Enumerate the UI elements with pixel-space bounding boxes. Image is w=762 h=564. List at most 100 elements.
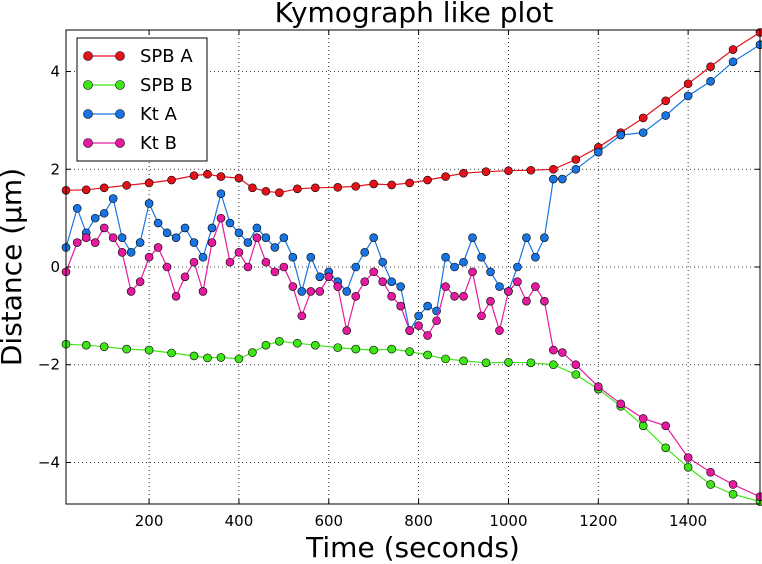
x-tick-label: 200 xyxy=(135,512,164,530)
data-point-spb-b xyxy=(369,345,378,355)
x-axis-label: Time (seconds) xyxy=(305,531,520,564)
data-point-kt-b xyxy=(342,326,352,335)
data-point-kt-a xyxy=(755,40,762,49)
data-point-kt-b xyxy=(661,421,670,431)
data-point-spb-b xyxy=(293,338,302,348)
data-point-spb-a xyxy=(81,185,91,195)
data-point-spb-b xyxy=(122,344,131,354)
data-point-kt-b xyxy=(477,311,486,321)
data-point-kt-b xyxy=(755,492,762,501)
data-point-kt-a xyxy=(638,128,648,137)
data-point-spb-a xyxy=(248,183,257,193)
data-point-kt-a xyxy=(126,248,136,257)
data-point-kt-a xyxy=(423,301,432,311)
data-point-spb-a xyxy=(261,186,271,196)
data-point-kt-b xyxy=(549,345,558,355)
data-point-kt-b xyxy=(144,252,154,262)
data-point-kt-a xyxy=(108,194,118,203)
data-point-kt-a xyxy=(549,174,558,184)
data-point-spb-b xyxy=(333,343,343,352)
data-point-spb-a xyxy=(526,165,536,175)
data-point-kt-a xyxy=(531,252,540,262)
data-point-spb-b xyxy=(275,336,284,346)
data-point-kt-a xyxy=(90,213,100,223)
data-point-spb-a xyxy=(122,181,131,190)
x-tick-label: 600 xyxy=(314,512,343,530)
data-point-spb-a xyxy=(504,166,513,176)
data-point-spb-b xyxy=(423,350,432,360)
data-point-kt-b xyxy=(108,233,118,242)
data-point-kt-a xyxy=(306,252,316,262)
y-tick-label: −2 xyxy=(38,356,60,374)
data-point-kt-b xyxy=(261,257,271,267)
data-point-kt-a xyxy=(486,267,495,277)
data-point-spb-b xyxy=(504,357,513,367)
data-point-spb-a xyxy=(661,96,670,106)
data-point-kt-b xyxy=(571,360,581,370)
series-line-spb-b xyxy=(65,340,761,503)
data-point-kt-b xyxy=(99,223,109,233)
data-point-kt-a xyxy=(315,272,325,282)
legend-marker-spb-a xyxy=(83,51,93,61)
data-point-kt-b xyxy=(414,321,423,330)
y-tick-label: 4 xyxy=(50,63,60,81)
data-point-kt-a xyxy=(450,262,459,272)
data-point-kt-a xyxy=(99,208,109,218)
data-point-kt-b xyxy=(369,267,378,277)
data-point-kt-b xyxy=(423,331,432,340)
data-point-spb-a xyxy=(275,188,284,198)
data-point-kt-a xyxy=(261,233,271,242)
x-tick-label: 800 xyxy=(404,512,433,530)
data-point-kt-b xyxy=(522,296,531,306)
data-point-kt-a xyxy=(180,223,190,233)
data-point-kt-a xyxy=(189,238,199,247)
data-point-kt-b xyxy=(450,292,459,301)
data-point-kt-b xyxy=(243,262,253,272)
data-point-spb-a xyxy=(293,184,302,194)
data-point-kt-a xyxy=(252,223,262,233)
data-point-kt-a xyxy=(513,262,522,272)
data-point-kt-a xyxy=(728,57,738,67)
data-point-spb-b xyxy=(661,443,670,453)
data-point-spb-b xyxy=(234,354,244,364)
data-point-spb-a xyxy=(167,175,176,185)
series-kt-b xyxy=(61,213,762,501)
data-point-kt-b xyxy=(216,213,226,223)
data-point-spb-b xyxy=(248,348,257,357)
data-point-kt-b xyxy=(153,243,163,252)
data-point-spb-a xyxy=(706,62,715,71)
data-point-kt-a xyxy=(288,252,298,262)
data-point-kt-a xyxy=(207,223,217,233)
data-point-kt-a xyxy=(351,262,361,272)
data-point-spb-b xyxy=(549,360,558,370)
data-point-kt-a xyxy=(540,233,549,242)
data-point-spb-a xyxy=(203,169,212,179)
data-point-spb-b xyxy=(728,489,738,499)
data-point-kt-a xyxy=(558,174,567,184)
data-point-kt-a xyxy=(441,252,450,262)
data-point-kt-b xyxy=(252,233,262,242)
data-point-kt-b xyxy=(324,272,334,282)
data-point-kt-a xyxy=(198,252,208,262)
data-point-kt-a xyxy=(135,238,145,247)
data-point-kt-b xyxy=(90,238,100,247)
data-point-spb-a xyxy=(351,182,361,191)
data-point-spb-b xyxy=(99,342,109,351)
data-point-kt-b xyxy=(396,301,405,311)
data-point-kt-a xyxy=(117,233,127,242)
data-point-kt-a xyxy=(360,248,370,257)
data-point-kt-b xyxy=(126,287,136,296)
data-point-kt-a xyxy=(225,218,235,228)
legend-marker-kt-a xyxy=(115,109,125,119)
data-point-kt-b xyxy=(378,277,387,286)
legend-label-kt-a: Kt A xyxy=(140,104,178,125)
data-point-spb-b xyxy=(571,370,581,379)
series-layer xyxy=(61,28,762,506)
data-point-kt-a xyxy=(144,199,154,208)
data-point-kt-b xyxy=(135,277,145,286)
data-point-spb-a xyxy=(99,183,109,193)
data-point-spb-a xyxy=(728,45,738,54)
data-point-kt-b xyxy=(616,399,626,409)
y-tick-label: −4 xyxy=(38,453,60,471)
data-point-kt-b xyxy=(540,296,549,306)
